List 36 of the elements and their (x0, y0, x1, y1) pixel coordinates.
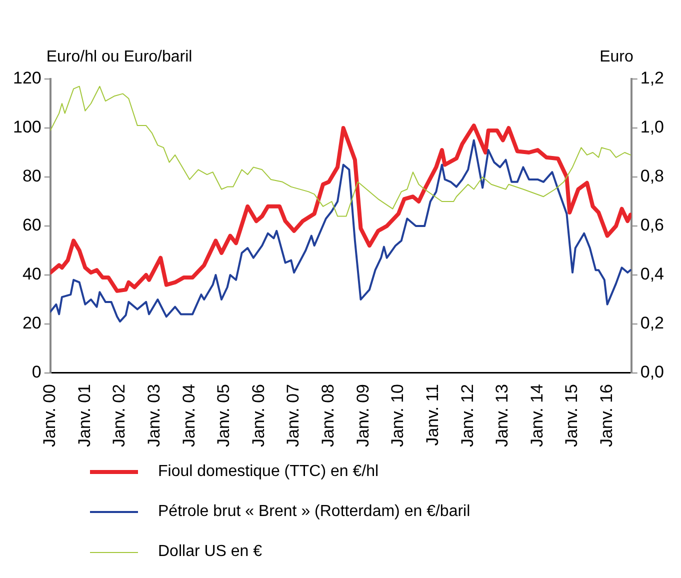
x-tick-label: Janv. 10 (388, 384, 408, 448)
legend-label: Fioul domestique (TTC) en €/hl (158, 463, 379, 481)
x-tick-label: Janv. 01 (74, 384, 94, 448)
y2-tick-label: 0,8 (640, 166, 664, 186)
y2-tick-label: 0,6 (640, 216, 664, 235)
y2-tick-label: 0,0 (640, 362, 664, 382)
y-tick-label: 40 (22, 264, 42, 284)
y-tick-label: 100 (12, 118, 42, 137)
y-tick-label: 60 (22, 216, 42, 235)
y-tick-label: 0 (32, 362, 42, 382)
x-tick-label: Janv. 09 (353, 384, 372, 448)
y2-tick-label: 0,4 (640, 264, 664, 284)
legend-label: Dollar US en € (158, 543, 262, 561)
x-tick-label: Janv. 15 (562, 384, 582, 448)
x-tick-label: Janv. 06 (248, 384, 268, 448)
y2-tick-label: 1,0 (640, 118, 664, 137)
legend-label: Pétrole brut « Brent » (Rotterdam) en €/baril (158, 503, 470, 521)
x-tick-label: Janv. 02 (110, 384, 129, 448)
y2-tick-label: 1,2 (640, 68, 664, 88)
y-tick-label: 20 (22, 314, 42, 333)
x-tick-label: Janv. 03 (144, 384, 164, 448)
x-tick-label: Janv. 14 (527, 384, 546, 448)
x-tick-label: Janv. 07 (284, 384, 303, 448)
x-tick-label: Janv. 12 (458, 384, 477, 448)
x-tick-label: Janv. 16 (596, 384, 616, 448)
x-tick-label: Janv. 05 (214, 384, 234, 448)
x-tick-label: Janv. 04 (179, 384, 198, 448)
y-tick-label: 120 (12, 68, 42, 88)
y2-tick-label: 0,2 (640, 314, 664, 333)
x-tick-label: Janv. 11 (422, 384, 442, 446)
y-axis-title: Euro/hl ou Euro/baril (46, 48, 192, 66)
y-tick-label: 80 (22, 166, 42, 186)
x-tick-label: Janv. 13 (492, 384, 512, 448)
x-tick-label: Janv. 08 (318, 384, 338, 448)
x-tick-label: Janv. 00 (40, 384, 60, 448)
y2-axis-title: Euro (600, 48, 634, 66)
